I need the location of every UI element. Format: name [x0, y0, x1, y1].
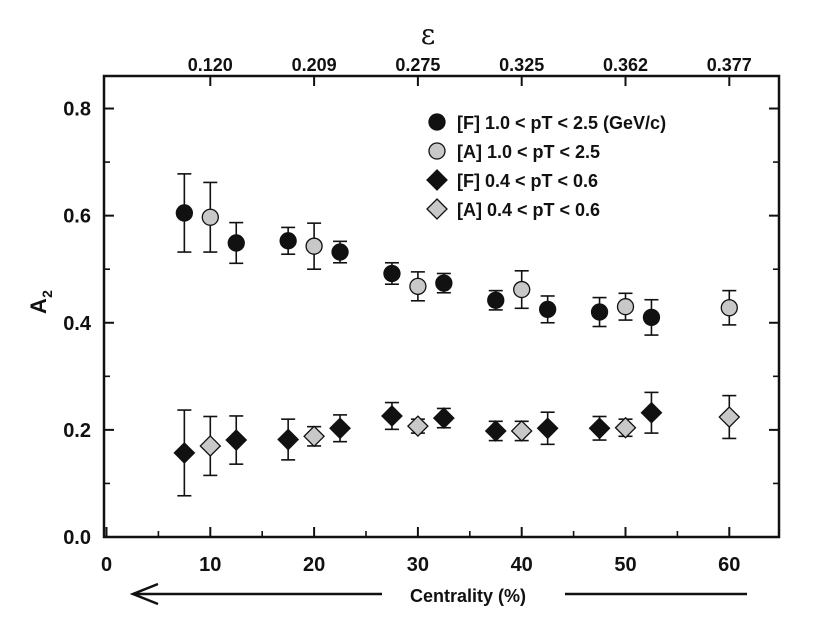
top-tick-label: 0.325: [499, 55, 544, 75]
legend-label-4: [A] 0.4 < pT < 0.6: [457, 200, 600, 220]
series-2-point: [513, 280, 531, 299]
series-3-point: [329, 417, 351, 440]
series-2-point: [305, 237, 323, 255]
legend-marker-1: [428, 113, 446, 131]
legend-marker-4: [426, 198, 448, 220]
series-1-point: [175, 204, 194, 222]
series-1-point: [435, 274, 453, 292]
top-tick-label: 0.120: [188, 55, 233, 75]
y-tick-label: 0.8: [63, 99, 91, 121]
top-tick-label: 0.377: [707, 55, 752, 75]
series-2-point: [409, 277, 427, 295]
x-tick-label: 30: [407, 554, 429, 576]
series-2-point: [201, 208, 219, 226]
y-tick-label: 0.6: [63, 206, 91, 228]
x-axis-label: Centrality (%): [410, 586, 526, 606]
series-4-point: [406, 415, 429, 438]
series-1-point: [279, 232, 297, 250]
legend: [F] 1.0 < pT < 2.5 (GeV/c) [A] 1.0 < pT <…: [426, 113, 666, 220]
plot-frame: [102, 74, 781, 539]
series-3-point: [173, 441, 196, 464]
series-3-point: [640, 401, 663, 424]
series-4-point: [510, 420, 533, 442]
top-axis-label: ε: [421, 18, 436, 51]
errorbar-layer: [177, 173, 737, 497]
y-tick-label: 0.0: [63, 527, 91, 549]
series-2-point: [720, 299, 738, 317]
y-axis-label-subscript: 2: [39, 290, 55, 298]
series-4-point: [718, 406, 741, 428]
series-4-point: [199, 435, 222, 457]
series-1-point: [487, 291, 505, 309]
series-4-point: [614, 416, 637, 439]
series-3-point: [277, 428, 300, 451]
series-3-point: [536, 417, 559, 440]
top-tick-label: 0.362: [603, 55, 648, 75]
y-tick-label: 0.2: [63, 420, 91, 442]
legend-marker-3: [426, 169, 448, 191]
x-tick-label: 50: [614, 554, 636, 576]
series-1-point: [642, 308, 661, 327]
top-tick-label: 0.209: [292, 55, 337, 75]
top-tick-label: 0.275: [395, 55, 440, 75]
series-3-point: [381, 405, 403, 427]
x-tick-label: 10: [199, 554, 221, 576]
x-tick-label: 60: [718, 554, 740, 576]
series-3-point: [432, 407, 455, 430]
series-3-point: [484, 420, 507, 442]
series-4-point: [303, 425, 326, 448]
x-tick-label: 40: [511, 554, 533, 576]
legend-marker-2: [428, 142, 446, 160]
series-1-point: [590, 303, 609, 321]
series-1-point: [383, 264, 401, 283]
legend-label-2: [A] 1.0 < pT < 2.5: [457, 142, 600, 162]
series-1-point: [227, 234, 245, 252]
x-tick-label: 20: [303, 554, 325, 576]
series-3-point: [225, 429, 248, 451]
left-arrow: [129, 582, 382, 606]
y-tick-label: 0.4: [63, 313, 92, 335]
ticks-layer: 0 10 20 30 40 50 60 0.0 0.2 0.4 0.6 0.8 0.120 0.209 0.…: [63, 55, 779, 576]
x-tick-label: 0: [101, 554, 112, 576]
y-axis-label: A: [26, 298, 51, 314]
series-2-point: [616, 298, 635, 316]
series-1-point: [331, 243, 349, 261]
legend-label-3: [F] 0.4 < pT < 0.6: [457, 171, 598, 191]
series-3-point: [588, 417, 611, 440]
marker-layer: [173, 204, 741, 464]
legend-label-1: [F] 1.0 < pT < 2.5 (GeV/c): [457, 113, 666, 133]
series-1-point: [539, 300, 557, 319]
